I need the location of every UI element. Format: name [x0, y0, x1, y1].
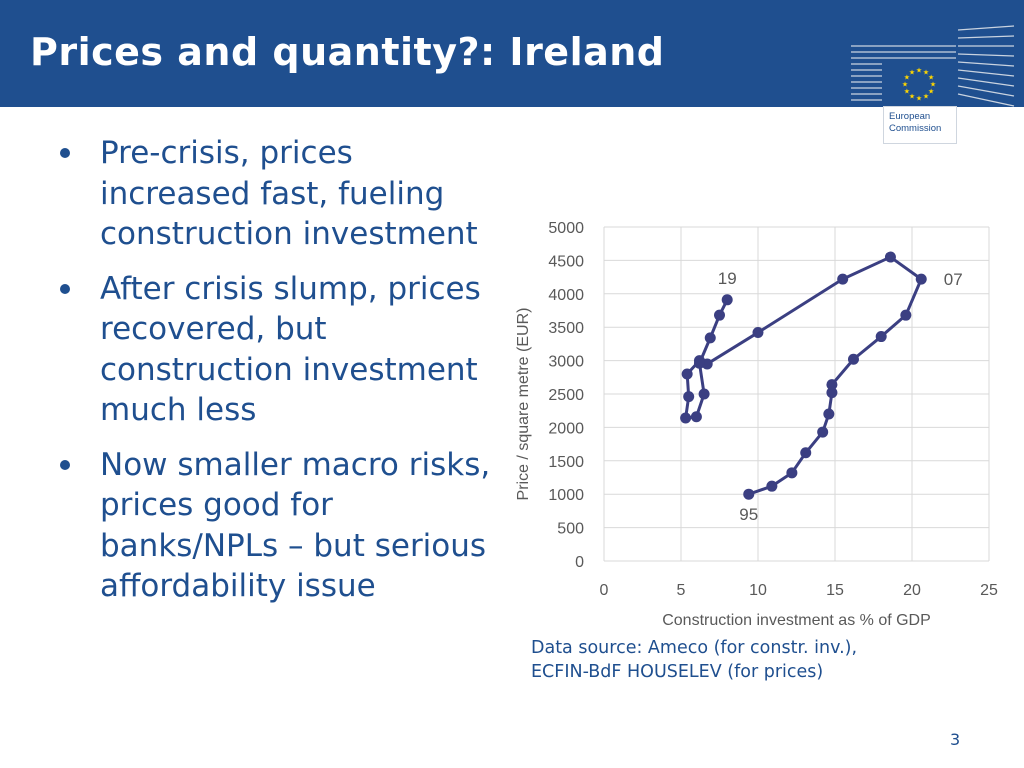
logo-line-commission: Commission [889, 123, 942, 134]
y-tick-label: 2500 [548, 387, 584, 404]
x-tick-label: 20 [903, 582, 921, 599]
x-tick-label: 0 [600, 582, 609, 599]
data-point [680, 412, 692, 424]
logo-text-box: European Commission [883, 106, 957, 144]
y-axis-label: Price / square metre (EUR) [515, 308, 532, 501]
data-source-note: Data source: Ameco (for constr. inv.), E… [531, 638, 858, 682]
eu-star-icon: ★ [904, 74, 910, 82]
x-tick-label: 5 [677, 582, 686, 599]
logo-line-european: European [889, 111, 931, 122]
eu-star-icon: ★ [930, 81, 936, 89]
point-annotation: 95 [739, 505, 758, 524]
data-point [823, 408, 835, 420]
data-point [847, 353, 859, 365]
data-point [817, 426, 829, 438]
data-point [884, 251, 896, 263]
data-point [875, 331, 887, 343]
y-tick-label: 3500 [548, 320, 584, 337]
chart-tick-labels: 0 500 1000 1500 2000 2500 3000 3500 4000 4500 5000… [548, 220, 998, 599]
bullet-item: After crisis slump, prices recovered, bu… [56, 269, 496, 431]
bullet-text: After crisis slump, prices recovered, bu… [100, 270, 481, 429]
data-point [800, 447, 812, 459]
chart-series [680, 251, 927, 500]
data-point [693, 357, 705, 369]
data-point [900, 309, 912, 321]
data-point [704, 332, 716, 344]
building-graphic [851, 25, 1015, 107]
eu-star-icon: ★ [909, 93, 915, 101]
data-point [743, 488, 755, 500]
data-point [681, 368, 693, 380]
y-tick-label: 0 [575, 554, 584, 571]
data-point [786, 467, 798, 479]
eu-star-icon: ★ [923, 93, 929, 101]
x-tick-label: 10 [749, 582, 767, 599]
data-point [826, 379, 838, 391]
bullet-item: Now smaller macro risks, prices good for… [56, 445, 496, 607]
y-tick-label: 2000 [548, 420, 584, 437]
y-tick-label: 5000 [548, 220, 584, 237]
chart-grid [603, 226, 990, 562]
data-point [683, 391, 695, 403]
data-point [698, 388, 710, 400]
scatter-chart: 0 500 1000 1500 2000 2500 3000 3500 4000 4500 5000… [515, 220, 998, 629]
bullet-item: Pre-crisis, prices increased fast, fueli… [56, 133, 496, 255]
data-point [826, 387, 838, 399]
data-point [915, 273, 927, 285]
logo-text: European Commission [889, 111, 941, 135]
page-number: 3 [950, 730, 961, 749]
data-point [752, 327, 764, 339]
eu-star-icon: ★ [904, 88, 910, 96]
eu-star-icon: ★ [909, 68, 915, 76]
x-tick-label: 25 [980, 582, 998, 599]
eu-star-icon: ★ [928, 74, 934, 82]
eu-star-icon: ★ [916, 67, 922, 75]
bullet-text: Now smaller macro risks, prices good for… [100, 446, 491, 605]
point-annotation: 07 [944, 270, 963, 289]
x-axis-label: Construction investment as % of GDP [662, 612, 931, 629]
y-tick-label: 1500 [548, 454, 584, 471]
eu-stars-icon: ★ ★★★★★★★★★★★ [902, 67, 936, 103]
eu-star-icon: ★ [916, 95, 922, 103]
slide-title: Prices and quantity?: Ireland [30, 30, 665, 74]
point-annotation: 19 [718, 269, 737, 288]
bullet-dot [60, 283, 70, 294]
chart-annotations: 95 07 19 [718, 269, 963, 524]
data-point [766, 480, 778, 492]
y-tick-label: 4500 [548, 253, 584, 270]
data-point [721, 294, 733, 306]
bullet-text: Pre-crisis, prices increased fast, fueli… [100, 135, 478, 252]
bullet-dot [60, 459, 70, 470]
european-commission-logo: ★ ★ ★ ★ ★ ★ ★ ★ ★ ★ ★ ★ European Commission [846, 24, 1016, 144]
data-point [837, 273, 849, 285]
x-tick-label: 15 [826, 582, 844, 599]
data-point [714, 309, 725, 321]
eu-star-icon: ★ [902, 81, 908, 89]
header-bar: Prices and quantity?: Ireland [0, 0, 1024, 107]
series-line [684, 255, 923, 496]
bullet-dot [60, 148, 70, 158]
eu-star-icon: ★ [928, 88, 934, 96]
eu-star-icon: ★ [923, 68, 929, 76]
y-tick-label: 4000 [548, 287, 584, 304]
data-point [690, 411, 702, 423]
bullet-list: Pre-crisis, prices increased fast, fueli… [56, 133, 496, 621]
y-tick-label: 3000 [548, 354, 584, 371]
y-tick-label: 500 [557, 521, 584, 538]
y-tick-label: 1000 [548, 487, 584, 504]
